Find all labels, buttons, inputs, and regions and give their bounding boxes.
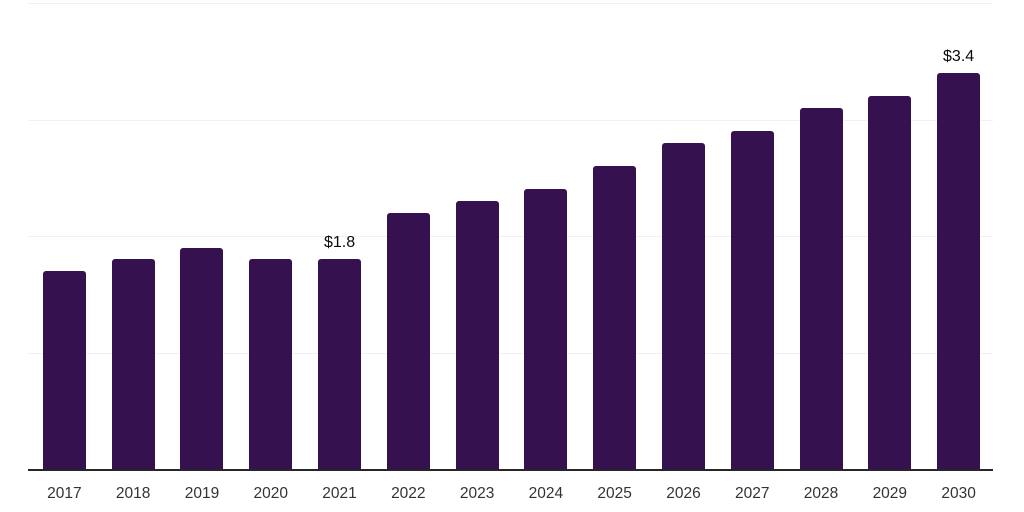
bar-2027 <box>730 131 774 469</box>
bar-2020 <box>249 259 293 469</box>
bar-2026 <box>661 142 705 469</box>
x-tick-label-2030: 2030 <box>941 485 976 502</box>
x-tick-label-2023: 2023 <box>459 485 495 502</box>
bar-2025 <box>593 166 637 469</box>
x-tick-label-2018: 2018 <box>115 485 151 502</box>
bar-2030 <box>937 72 981 469</box>
x-tick-label-2022: 2022 <box>391 485 426 502</box>
x-axis-line <box>28 469 993 471</box>
x-tick-label-2028: 2028 <box>803 485 839 502</box>
gridline-1 <box>28 352 993 354</box>
bar-2021 <box>318 259 362 469</box>
bar-2022 <box>386 212 430 469</box>
bar-2024 <box>524 189 568 469</box>
bar-value-label-2021: $1.8 <box>323 234 356 252</box>
x-tick-label-2026: 2026 <box>666 485 701 502</box>
bar-2017 <box>42 270 86 469</box>
x-tick-label-2024: 2024 <box>528 485 564 502</box>
x-tick-label-2020: 2020 <box>253 485 288 502</box>
x-tick-label-2029: 2029 <box>872 485 908 502</box>
bar-2023 <box>455 201 499 469</box>
bar-2029 <box>868 96 912 469</box>
bar-value-label-2030: $3.4 <box>943 47 975 65</box>
bar-2019 <box>180 247 224 469</box>
gridline-4 <box>28 3 993 4</box>
x-tick-label-2025: 2025 <box>597 485 632 502</box>
x-tick-label-2027: 2027 <box>735 485 770 502</box>
gridline-2 <box>28 236 993 237</box>
x-tick-label-2021: 2021 <box>322 485 357 502</box>
bar-2018 <box>111 259 155 469</box>
bar-2028 <box>799 107 843 469</box>
x-tick-label-2019: 2019 <box>184 485 220 502</box>
x-tick-label-2017: 2017 <box>47 485 82 502</box>
gridline-3 <box>28 119 993 121</box>
